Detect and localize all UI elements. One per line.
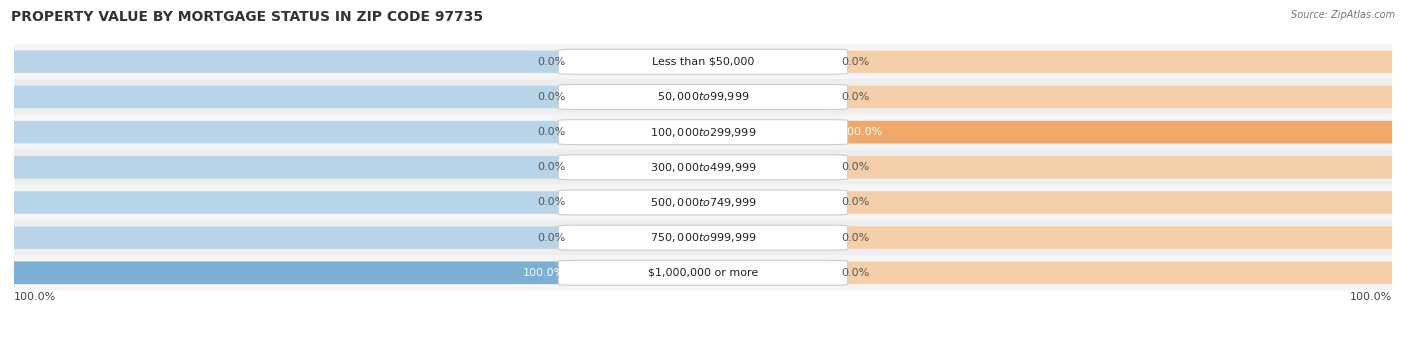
FancyBboxPatch shape xyxy=(817,121,1406,143)
FancyBboxPatch shape xyxy=(558,260,848,285)
Text: 0.0%: 0.0% xyxy=(537,233,565,243)
FancyBboxPatch shape xyxy=(0,114,1406,150)
FancyBboxPatch shape xyxy=(558,190,848,215)
Text: 0.0%: 0.0% xyxy=(537,57,565,67)
FancyBboxPatch shape xyxy=(558,225,848,250)
FancyBboxPatch shape xyxy=(817,261,1406,284)
Text: 0.0%: 0.0% xyxy=(841,92,869,102)
FancyBboxPatch shape xyxy=(817,51,1406,73)
FancyBboxPatch shape xyxy=(0,185,1406,220)
FancyBboxPatch shape xyxy=(0,149,1406,185)
Text: $750,000 to $999,999: $750,000 to $999,999 xyxy=(650,231,756,244)
Text: Less than $50,000: Less than $50,000 xyxy=(652,57,754,67)
FancyBboxPatch shape xyxy=(0,79,1406,115)
FancyBboxPatch shape xyxy=(0,255,1406,291)
Text: 0.0%: 0.0% xyxy=(841,57,869,67)
FancyBboxPatch shape xyxy=(817,191,1406,214)
FancyBboxPatch shape xyxy=(817,226,1406,249)
Text: 0.0%: 0.0% xyxy=(537,198,565,207)
FancyBboxPatch shape xyxy=(558,155,848,180)
Text: PROPERTY VALUE BY MORTGAGE STATUS IN ZIP CODE 97735: PROPERTY VALUE BY MORTGAGE STATUS IN ZIP… xyxy=(11,10,484,24)
FancyBboxPatch shape xyxy=(817,86,1406,108)
FancyBboxPatch shape xyxy=(0,51,589,73)
FancyBboxPatch shape xyxy=(0,261,589,284)
Text: $300,000 to $499,999: $300,000 to $499,999 xyxy=(650,161,756,174)
Text: 0.0%: 0.0% xyxy=(537,162,565,172)
FancyBboxPatch shape xyxy=(0,261,589,284)
Text: 100.0%: 100.0% xyxy=(1350,292,1392,302)
FancyBboxPatch shape xyxy=(817,156,1406,178)
FancyBboxPatch shape xyxy=(817,121,1406,143)
FancyBboxPatch shape xyxy=(0,121,589,143)
Text: 100.0%: 100.0% xyxy=(523,268,565,278)
Text: $500,000 to $749,999: $500,000 to $749,999 xyxy=(650,196,756,209)
Text: 0.0%: 0.0% xyxy=(537,127,565,137)
Text: 100.0%: 100.0% xyxy=(841,127,883,137)
Text: $100,000 to $299,999: $100,000 to $299,999 xyxy=(650,126,756,139)
FancyBboxPatch shape xyxy=(0,86,589,108)
FancyBboxPatch shape xyxy=(558,49,848,74)
FancyBboxPatch shape xyxy=(0,156,589,178)
Text: $1,000,000 or more: $1,000,000 or more xyxy=(648,268,758,278)
Text: 0.0%: 0.0% xyxy=(537,92,565,102)
FancyBboxPatch shape xyxy=(558,84,848,109)
FancyBboxPatch shape xyxy=(0,226,589,249)
Text: 0.0%: 0.0% xyxy=(841,268,869,278)
FancyBboxPatch shape xyxy=(558,120,848,144)
Text: Source: ZipAtlas.com: Source: ZipAtlas.com xyxy=(1291,10,1395,20)
FancyBboxPatch shape xyxy=(0,220,1406,256)
Text: $50,000 to $99,999: $50,000 to $99,999 xyxy=(657,90,749,103)
FancyBboxPatch shape xyxy=(0,44,1406,80)
Text: 0.0%: 0.0% xyxy=(841,233,869,243)
Text: 100.0%: 100.0% xyxy=(14,292,56,302)
Text: 0.0%: 0.0% xyxy=(841,162,869,172)
FancyBboxPatch shape xyxy=(0,191,589,214)
Text: 0.0%: 0.0% xyxy=(841,198,869,207)
